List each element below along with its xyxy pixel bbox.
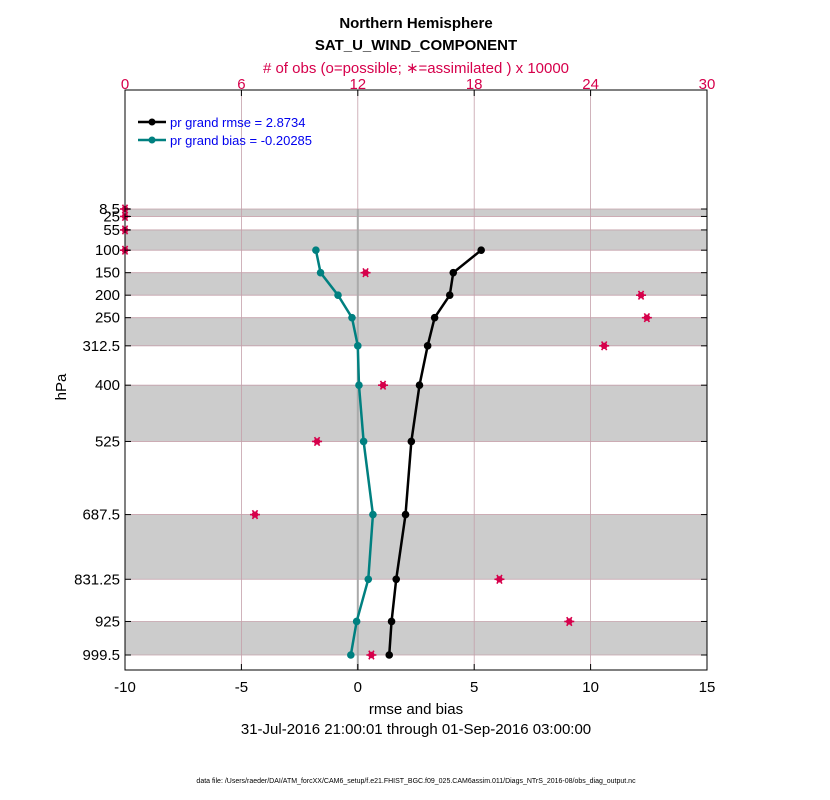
x-tick-label: 10 bbox=[582, 679, 599, 696]
rmse-point bbox=[477, 246, 485, 254]
obs-point-ray bbox=[313, 436, 321, 447]
bias-point bbox=[316, 268, 325, 277]
y-tick-label: 312.5 bbox=[82, 338, 120, 355]
obs-point bbox=[249, 509, 260, 520]
footnote: data file: /Users/raeder/DAI/ATM_forcXX/… bbox=[196, 778, 636, 785]
rmse-point bbox=[385, 651, 394, 659]
x-tick-label: 5 bbox=[470, 679, 478, 696]
obs-point bbox=[641, 312, 652, 323]
shaded-band bbox=[125, 272, 707, 296]
top-tick-label: 30 bbox=[699, 76, 716, 93]
bias-point bbox=[355, 381, 363, 389]
y-tick-label: 150 bbox=[95, 265, 120, 282]
y-tick-label: 400 bbox=[95, 377, 120, 394]
obs-point bbox=[599, 341, 610, 351]
y-axis-label: hPa bbox=[53, 373, 70, 400]
legend-rmse-marker bbox=[148, 118, 156, 126]
shaded-band bbox=[125, 621, 707, 655]
y-tick-label: 525 bbox=[95, 433, 120, 450]
bias-line bbox=[314, 249, 375, 656]
top-axis-label: # of obs (o=possible; ∗=assimilated ) x … bbox=[263, 60, 569, 77]
y-tick-label: 200 bbox=[95, 287, 120, 304]
chart-subtitle: SAT_U_WIND_COMPONENT bbox=[315, 37, 517, 54]
top-tick-label: 0 bbox=[121, 76, 129, 93]
rmse-point bbox=[430, 313, 439, 322]
rmse-point bbox=[423, 342, 432, 350]
top-tick-label: 12 bbox=[349, 76, 366, 93]
shaded-band bbox=[125, 229, 707, 251]
x-axis-label: rmse and bias bbox=[369, 701, 463, 718]
shaded-band bbox=[125, 209, 707, 217]
y-tick-label: 925 bbox=[95, 613, 120, 630]
obs-point-ray bbox=[600, 341, 608, 351]
obs-point-ray bbox=[637, 290, 645, 300]
y-tick-label: 25 bbox=[103, 208, 120, 225]
bias-point bbox=[312, 246, 320, 254]
bias-point bbox=[369, 510, 377, 519]
y-tick-label: 831.25 bbox=[74, 571, 120, 588]
rmse-point bbox=[401, 510, 410, 519]
y-tick-label: 100 bbox=[95, 242, 120, 259]
rmse-line bbox=[387, 249, 482, 656]
obs-point-ray bbox=[566, 616, 573, 627]
x-tick-label: 0 bbox=[354, 679, 362, 696]
obs-point bbox=[366, 650, 377, 660]
legend-rmse-label: pr grand rmse = 2.8734 bbox=[170, 115, 306, 130]
bias-point bbox=[354, 342, 362, 350]
bias-point bbox=[359, 437, 368, 446]
rmse-point bbox=[415, 381, 424, 389]
y-tick-label: 250 bbox=[95, 310, 120, 327]
obs-point bbox=[378, 380, 389, 390]
obs-point-ray bbox=[251, 509, 259, 520]
legend-bias-marker bbox=[148, 136, 156, 144]
y-tick-label: 687.5 bbox=[82, 507, 120, 524]
top-tick-label: 24 bbox=[582, 76, 599, 93]
x-tick-label: 15 bbox=[699, 679, 716, 696]
obs-point-ray bbox=[643, 312, 651, 323]
bias-point bbox=[334, 291, 342, 299]
y-tick-label: 55 bbox=[103, 222, 120, 239]
x-tick-label: -10 bbox=[114, 679, 136, 696]
date-range: 31-Jul-2016 21:00:01 through 01-Sep-2016… bbox=[241, 721, 591, 738]
tick-marks: -10 -5 0 5 10 150 6 12 18 24 308.52555100150200250… bbox=[74, 76, 715, 696]
rmse-point bbox=[445, 291, 454, 299]
obs-point-ray bbox=[496, 574, 503, 585]
rmse-point bbox=[392, 575, 401, 584]
rmse-point bbox=[407, 437, 416, 446]
top-tick-label: 18 bbox=[466, 76, 483, 93]
obs-point bbox=[564, 616, 575, 627]
bias-point bbox=[364, 575, 373, 584]
bias-point bbox=[347, 651, 355, 659]
obs-point-ray bbox=[362, 267, 369, 278]
obs-point-ray bbox=[368, 650, 375, 660]
grid-lines bbox=[125, 90, 707, 670]
top-tick-label: 6 bbox=[237, 76, 245, 93]
obs-point bbox=[360, 267, 371, 278]
legend-bias-label: pr grand bias = -0.20285 bbox=[170, 133, 312, 148]
x-tick-label: -5 bbox=[235, 679, 248, 696]
legend: pr grand rmse = 2.8734 pr grand bias = -… bbox=[138, 115, 312, 148]
bias-point bbox=[348, 313, 356, 322]
obs-point bbox=[312, 436, 323, 447]
chart-title: Northern Hemisphere bbox=[339, 15, 492, 32]
bias-point bbox=[352, 617, 361, 626]
shaded-bands bbox=[125, 209, 707, 655]
rmse-point bbox=[387, 617, 396, 626]
shaded-band bbox=[125, 317, 707, 346]
obs-point bbox=[494, 574, 505, 585]
plot-frame bbox=[124, 89, 708, 671]
shaded-band bbox=[125, 514, 707, 580]
obs-point bbox=[636, 290, 647, 300]
obs-point-ray bbox=[379, 380, 387, 390]
y-tick-label: 999.5 bbox=[82, 647, 120, 664]
y-tick-label: 8.5 bbox=[99, 201, 120, 218]
rmse-point bbox=[449, 268, 458, 277]
series-group bbox=[120, 204, 652, 660]
